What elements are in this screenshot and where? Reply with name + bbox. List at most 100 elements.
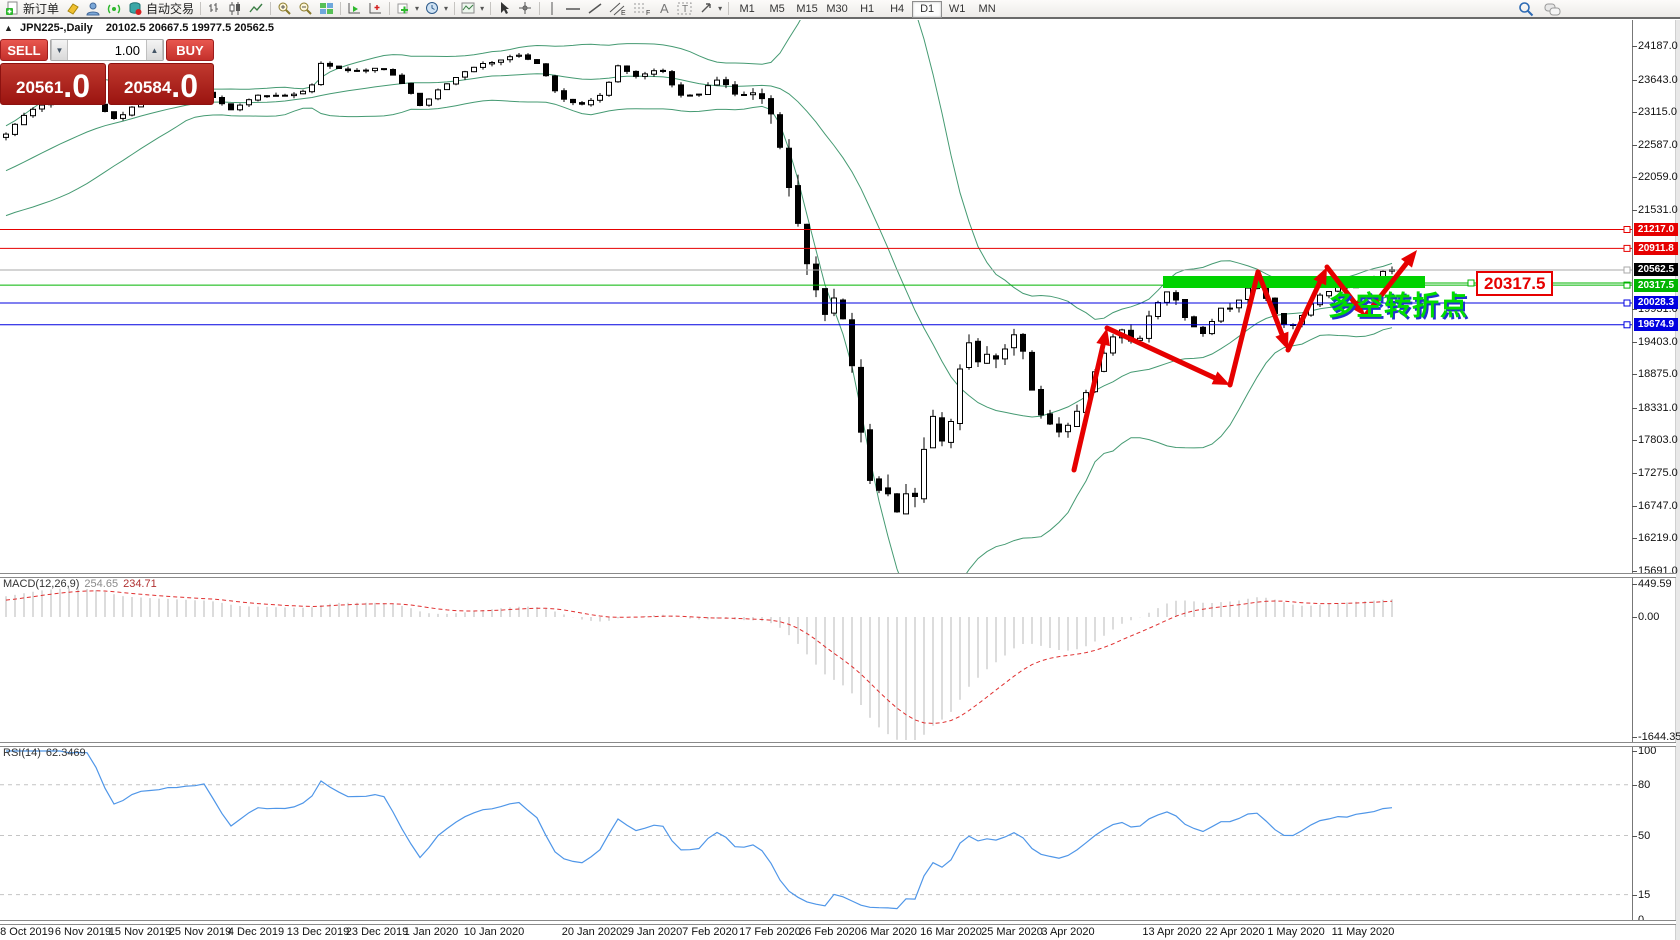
zoom-out-button[interactable] bbox=[295, 1, 316, 17]
fibonacci-icon: F bbox=[633, 1, 651, 16]
timeframe-M30[interactable]: M30 bbox=[826, 3, 848, 15]
candle-chart-icon bbox=[228, 1, 243, 16]
timeframe-MN[interactable]: MN bbox=[978, 3, 996, 15]
sell-button[interactable]: SELL bbox=[0, 39, 48, 61]
price-tick-label: 17275.0 bbox=[1638, 467, 1678, 479]
timeframe-D1[interactable]: D1 bbox=[912, 1, 943, 18]
date-label: 25 Nov 2019 bbox=[168, 926, 232, 938]
rsi-tick-mark bbox=[1632, 785, 1637, 786]
macd-indicator-panel[interactable] bbox=[0, 576, 1632, 742]
support-price-annotation[interactable]: 20317.5 bbox=[1476, 271, 1554, 296]
price-tick-mark bbox=[1632, 177, 1637, 178]
volume-value[interactable]: 1.00 bbox=[114, 43, 140, 58]
indicators-button[interactable]: ▾ bbox=[393, 1, 422, 17]
toolbar-separator bbox=[539, 2, 541, 15]
tile-windows-button[interactable] bbox=[316, 1, 337, 17]
level-anchor-square bbox=[1623, 244, 1631, 252]
price-tick-mark bbox=[1632, 538, 1637, 539]
text-label-button[interactable]: T bbox=[674, 1, 696, 17]
symbol-title: ▲ JPN225-,Daily 20102.5 20667.5 19977.5 … bbox=[4, 22, 274, 34]
level-price-tag: 20028.3 bbox=[1634, 296, 1678, 309]
buy-button[interactable]: BUY bbox=[166, 39, 214, 61]
support-zone-bar[interactable] bbox=[1163, 276, 1425, 288]
buy-price-pips: .0 bbox=[171, 68, 198, 104]
channel-icon: E bbox=[609, 1, 627, 16]
panel-divider[interactable] bbox=[0, 742, 1676, 747]
periods-button[interactable]: ▾ bbox=[422, 1, 451, 17]
buy-price-panel[interactable]: 20584.0 bbox=[108, 63, 214, 105]
date-label: 20 Jan 2020 bbox=[561, 926, 623, 938]
horizontal-line-button[interactable] bbox=[562, 1, 584, 17]
clock-icon bbox=[425, 1, 440, 16]
arrows-button[interactable]: ▾ bbox=[696, 1, 725, 17]
candle-chart-button[interactable] bbox=[225, 1, 246, 17]
zoom-in-button[interactable] bbox=[274, 1, 295, 17]
price-tick-label: 17803.0 bbox=[1638, 434, 1678, 446]
timeframe-H4[interactable]: H4 bbox=[890, 3, 905, 15]
macd-histogram bbox=[5, 588, 1393, 740]
sell-price-panel[interactable]: 20561.0 bbox=[0, 63, 106, 105]
level-anchor-square bbox=[1623, 321, 1631, 329]
level-price-tag: 19674.9 bbox=[1634, 318, 1678, 331]
chart-shift-button[interactable] bbox=[365, 1, 386, 17]
price-tick-mark bbox=[1632, 571, 1637, 572]
volume-decrease-button[interactable]: ▼ bbox=[51, 40, 68, 60]
vertical-line-button[interactable] bbox=[543, 1, 562, 17]
zigzag-arrows[interactable] bbox=[1071, 250, 1417, 473]
sell-price-pips: .0 bbox=[63, 68, 90, 104]
signals-button[interactable] bbox=[104, 1, 125, 17]
toolbar-separator bbox=[454, 2, 456, 15]
panel-divider[interactable] bbox=[0, 573, 1676, 578]
autotrading-button[interactable]: 自动交易 bbox=[125, 1, 197, 17]
macd-signal-value: 234.71 bbox=[123, 578, 157, 590]
rsi-axis-label: 50 bbox=[1638, 830, 1651, 842]
level-price-tag: 20911.8 bbox=[1634, 242, 1678, 255]
line-chart-button[interactable] bbox=[246, 1, 267, 17]
volume-increase-button[interactable]: ▲ bbox=[146, 40, 163, 60]
rsi-tick-mark bbox=[1632, 895, 1637, 896]
text-button[interactable]: A bbox=[654, 1, 674, 17]
timeframe-M1[interactable]: M1 bbox=[739, 3, 755, 15]
search-icon[interactable] bbox=[1518, 1, 1534, 22]
toolbar-right-icons bbox=[1518, 1, 1562, 22]
svg-text:T: T bbox=[682, 4, 688, 15]
timeframe-H1[interactable]: H1 bbox=[860, 3, 875, 15]
toolbar-separator bbox=[728, 2, 730, 15]
macd-tick-mark bbox=[1632, 584, 1637, 585]
price-tick-mark bbox=[1632, 309, 1637, 310]
price-tick-label: 22587.0 bbox=[1638, 139, 1678, 151]
volume-spinner: ▼ 1.00 ▲ bbox=[50, 39, 164, 61]
cursor-button[interactable] bbox=[494, 1, 515, 17]
equidistant-channel-button[interactable]: E bbox=[606, 1, 630, 17]
timeframe-M5[interactable]: M5 bbox=[769, 3, 785, 15]
turning-point-annotation[interactable]: 多空转折点 bbox=[1328, 291, 1468, 321]
fibonacci-button[interactable]: F bbox=[630, 1, 654, 17]
new-order-button[interactable]: 新订单 bbox=[2, 1, 62, 17]
indicators-add-icon bbox=[396, 1, 411, 16]
bar-chart-button[interactable] bbox=[204, 1, 225, 17]
trendline-button[interactable] bbox=[584, 1, 606, 17]
eraser-button[interactable] bbox=[62, 1, 83, 17]
price-tick-label: 23115.0 bbox=[1638, 106, 1677, 118]
chat-icon[interactable] bbox=[1544, 2, 1562, 22]
auto-scroll-button[interactable] bbox=[344, 1, 365, 17]
date-label: 6 Mar 2020 bbox=[861, 926, 917, 938]
price-tick-mark bbox=[1632, 473, 1637, 474]
profiles-button[interactable] bbox=[83, 1, 104, 17]
rsi-indicator-panel[interactable] bbox=[0, 745, 1632, 920]
date-label: 1 Jan 2020 bbox=[403, 926, 459, 938]
main-price-chart[interactable] bbox=[0, 20, 1632, 573]
date-label: 23 Dec 2019 bbox=[345, 926, 409, 938]
templates-button[interactable]: ▾ bbox=[458, 1, 487, 17]
date-label: 10 Jan 2020 bbox=[463, 926, 525, 938]
price-tick-mark bbox=[1632, 210, 1637, 211]
crosshair-icon bbox=[518, 1, 533, 16]
dropdown-caret-icon: ▾ bbox=[444, 4, 449, 13]
autotrading-icon bbox=[128, 1, 143, 16]
timeframe-M15[interactable]: M15 bbox=[796, 3, 818, 15]
crosshair-button[interactable] bbox=[515, 1, 536, 17]
symbol-name: JPN225-,Daily bbox=[19, 22, 93, 34]
price-tick-label: 18331.0 bbox=[1638, 402, 1678, 414]
rsi-tick-mark bbox=[1632, 836, 1637, 837]
timeframe-W1[interactable]: W1 bbox=[948, 3, 966, 15]
